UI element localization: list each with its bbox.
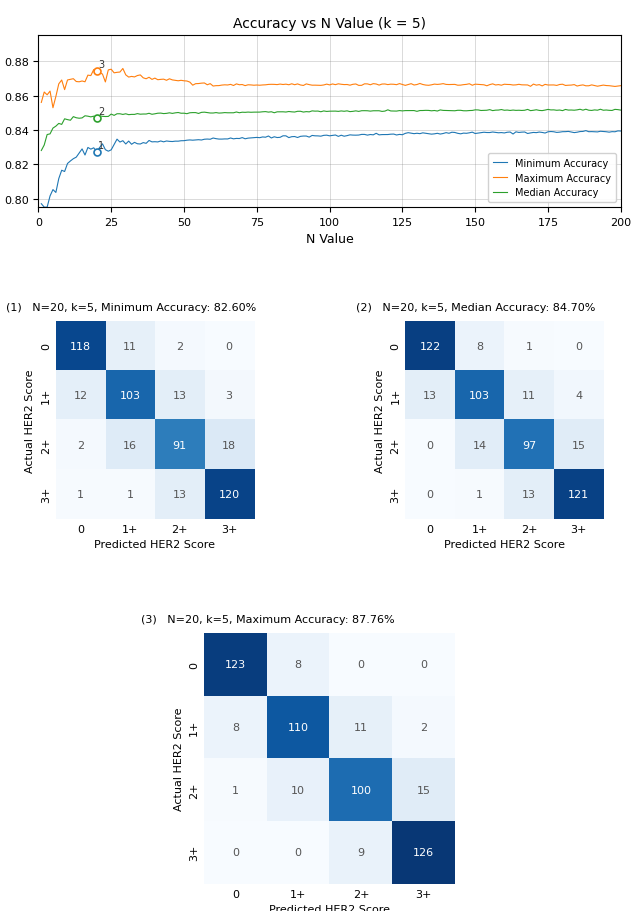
Text: 100: 100 (351, 784, 371, 794)
Text: 126: 126 (413, 847, 435, 857)
Text: 16: 16 (123, 440, 137, 450)
Text: 0: 0 (426, 440, 433, 450)
Text: (3)   N=20, k=5, Maximum Accuracy: 87.76%: (3) N=20, k=5, Maximum Accuracy: 87.76% (141, 614, 395, 624)
Text: 15: 15 (417, 784, 431, 794)
Text: 9: 9 (357, 847, 365, 857)
Text: 103: 103 (120, 391, 141, 401)
Text: 120: 120 (219, 490, 240, 499)
Text: 2: 2 (98, 107, 104, 117)
Text: 123: 123 (225, 660, 246, 670)
Text: 11: 11 (522, 391, 536, 401)
Text: 97: 97 (522, 440, 536, 450)
Minimum Accuracy (582, 126, 589, 137)
Maximum Accuracy (151, 74, 159, 85)
Text: 11: 11 (354, 722, 368, 732)
Minimum Accuracy (38, 199, 45, 210)
Text: 4: 4 (575, 391, 582, 401)
Text: 118: 118 (70, 342, 91, 352)
Minimum Accuracy (40, 202, 48, 213)
X-axis label: Predicted HER2 Score: Predicted HER2 Score (269, 904, 390, 911)
Median Accuracy (72, 113, 80, 124)
Text: 0: 0 (295, 847, 301, 857)
Maximum Accuracy (119, 64, 127, 75)
Maximum Accuracy (38, 97, 45, 108)
Minimum Accuracy (570, 128, 578, 139)
Text: 11: 11 (123, 342, 137, 352)
Minimum Accuracy (594, 128, 602, 138)
Text: 13: 13 (173, 490, 187, 499)
X-axis label: N Value: N Value (306, 233, 353, 246)
Text: 0: 0 (575, 342, 582, 352)
Minimum Accuracy (195, 135, 202, 146)
Median Accuracy (568, 106, 575, 117)
Legend: Minimum Accuracy, Maximum Accuracy, Median Accuracy: Minimum Accuracy, Maximum Accuracy, Medi… (488, 154, 616, 203)
Line: Maximum Accuracy: Maximum Accuracy (42, 69, 621, 108)
Median Accuracy (582, 105, 589, 116)
Median Accuracy (192, 108, 200, 119)
Text: (2)   N=20, k=5, Median Accuracy: 84.70%: (2) N=20, k=5, Median Accuracy: 84.70% (356, 302, 595, 312)
Maximum Accuracy (76, 77, 83, 88)
Line: Median Accuracy: Median Accuracy (42, 110, 621, 151)
Text: 2: 2 (420, 722, 428, 732)
Text: 1: 1 (476, 490, 483, 499)
Median Accuracy (38, 146, 45, 157)
Text: 3: 3 (98, 60, 104, 70)
Text: 1: 1 (77, 490, 84, 499)
Text: 110: 110 (288, 722, 308, 732)
Text: 0: 0 (226, 342, 233, 352)
Title: Accuracy vs N Value (k = 5): Accuracy vs N Value (k = 5) (233, 17, 426, 31)
Minimum Accuracy (63, 159, 72, 169)
Text: 12: 12 (74, 391, 88, 401)
Text: 2: 2 (77, 440, 84, 450)
Text: (1)   N=20, k=5, Minimum Accuracy: 82.60%: (1) N=20, k=5, Minimum Accuracy: 82.60% (6, 302, 257, 312)
Text: 13: 13 (173, 391, 187, 401)
Minimum Accuracy (148, 138, 156, 148)
Text: 14: 14 (472, 440, 486, 450)
Text: 1: 1 (525, 342, 532, 352)
Maximum Accuracy (573, 81, 581, 92)
Text: 0: 0 (358, 660, 364, 670)
Median Accuracy (61, 114, 68, 125)
X-axis label: Predicted HER2 Score: Predicted HER2 Score (94, 540, 216, 550)
Text: 103: 103 (469, 391, 490, 401)
Maximum Accuracy (594, 82, 602, 93)
Text: 8: 8 (294, 660, 302, 670)
Text: 2: 2 (176, 342, 183, 352)
Maximum Accuracy (198, 78, 205, 89)
Y-axis label: Actual HER2 Score: Actual HER2 Score (375, 369, 385, 472)
Text: 121: 121 (568, 490, 589, 499)
Median Accuracy (145, 108, 153, 119)
Text: 0: 0 (420, 660, 427, 670)
Text: 0: 0 (232, 847, 239, 857)
Text: 13: 13 (423, 391, 437, 401)
Text: 3: 3 (226, 391, 233, 401)
Text: 1: 1 (232, 784, 239, 794)
Text: 122: 122 (419, 342, 441, 352)
Maximum Accuracy (617, 81, 625, 92)
Y-axis label: Actual HER2 Score: Actual HER2 Score (173, 707, 184, 810)
Minimum Accuracy (76, 148, 83, 159)
Text: 18: 18 (222, 440, 236, 450)
Text: 8: 8 (232, 722, 239, 732)
Median Accuracy (617, 106, 625, 117)
Maximum Accuracy (63, 76, 72, 87)
Text: 1: 1 (98, 140, 104, 150)
Text: 8: 8 (476, 342, 483, 352)
Text: 15: 15 (572, 440, 586, 450)
Text: 1: 1 (127, 490, 134, 499)
Line: Minimum Accuracy: Minimum Accuracy (42, 131, 621, 208)
Text: 13: 13 (522, 490, 536, 499)
Y-axis label: Actual HER2 Score: Actual HER2 Score (26, 369, 35, 472)
Text: 0: 0 (426, 490, 433, 499)
Text: 91: 91 (173, 440, 187, 450)
Maximum Accuracy (49, 103, 57, 114)
Minimum Accuracy (617, 127, 625, 138)
Median Accuracy (591, 106, 598, 117)
Text: 10: 10 (291, 784, 305, 794)
X-axis label: Predicted HER2 Score: Predicted HER2 Score (444, 540, 565, 550)
